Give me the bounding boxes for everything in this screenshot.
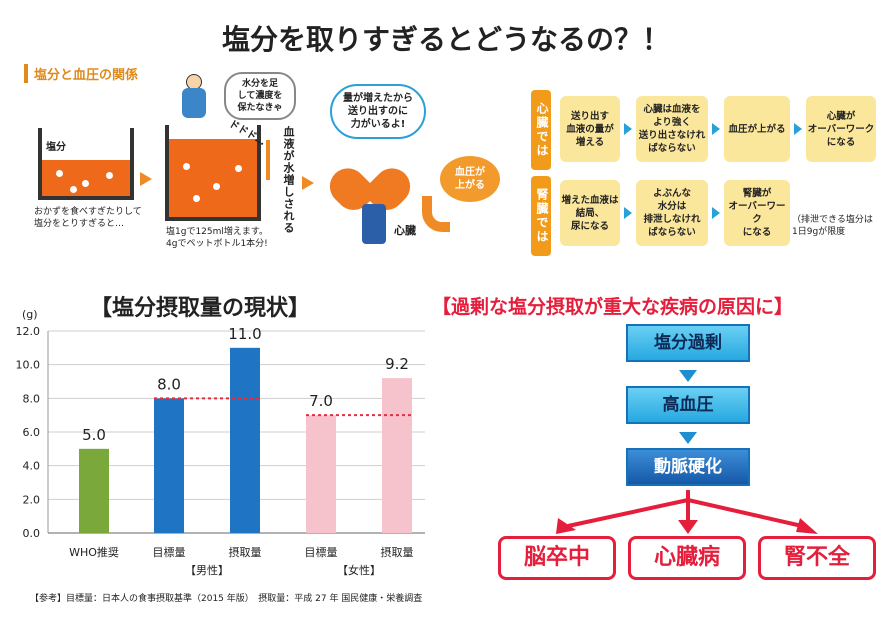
speech-bubble-heart: 量が増えたから 送り出すのに 力がいるよ! [330, 84, 426, 139]
water-fill [42, 160, 130, 196]
section-label: 塩分と血圧の関係 [24, 64, 138, 83]
y-tick-label: 6.0 [23, 426, 41, 439]
flow-step: 増えた血液は 結局、 尿になる [560, 180, 620, 246]
level-rise-icon [266, 140, 270, 180]
disease-stroke: 脳卒中 [498, 536, 616, 580]
bar-value-label: 9.2 [385, 355, 409, 373]
bar-value-label: 5.0 [82, 426, 106, 444]
bar-value-label: 8.0 [157, 375, 181, 393]
arrow-down-icon [679, 432, 697, 444]
causes-title: 【過剰な塩分摂取が重大な疾病の原因に】 [432, 296, 794, 318]
y-tick-label: 8.0 [23, 392, 41, 405]
salt-dot [235, 165, 242, 172]
salt-dot [82, 180, 89, 187]
salt-dot [56, 170, 63, 177]
arrow-down-icon [679, 370, 697, 382]
bar [154, 398, 184, 533]
flow-step: 心臓が オーバーワーク になる [806, 96, 876, 162]
bar [306, 415, 336, 533]
salt-label: 塩分 [46, 142, 66, 153]
salt-dot [106, 172, 113, 179]
footnote: 【参考】目標量：日本人の食事摂取基準（2015 年版） 摂取量：平成 27 年 … [30, 594, 423, 604]
bar-value-label: 7.0 [309, 392, 333, 410]
blood-diluted-text: 血液が水増しされる [282, 126, 295, 234]
x-tick-label: WHO推奨 [69, 545, 119, 559]
salt-dot [213, 183, 220, 190]
flow-step: よぶんな 水分は 排泄しなけれ ばならない [636, 180, 708, 246]
branch-arrows-icon [556, 490, 818, 534]
salt-dot [70, 186, 77, 193]
group-label-male: 【男性】 [185, 563, 229, 577]
bar-value-label: 11.0 [228, 325, 261, 343]
salt-tank-after [165, 125, 261, 221]
tank1-caption: おかずを食べすぎたりして 塩分をとりすぎると… [34, 207, 142, 229]
flow-step: 送り出す 血液の量が 増える [560, 96, 620, 162]
x-tick-label: 摂取量 [229, 545, 262, 559]
cause-hypertension: 高血圧 [626, 386, 750, 424]
x-tick-label: 摂取量 [381, 545, 414, 559]
flow-arrow-icon [794, 123, 802, 135]
disease-kidney: 腎不全 [758, 536, 876, 580]
bar [382, 378, 412, 533]
flow-side-kidney: 腎臓では [531, 176, 551, 256]
salt-dot [183, 163, 190, 170]
person-pouring-icon [178, 74, 208, 122]
cause-salt-excess: 塩分過剰 [626, 324, 750, 362]
chart-title: 【塩分摂取量の現状】 [90, 296, 311, 321]
arrow-right-icon [302, 176, 314, 190]
flow-step: 心臓は血液を より強く 送り出さなけれ ばならない [636, 96, 708, 162]
group-label-female: 【女性】 [337, 563, 381, 577]
bp-up-badge: 血圧が 上がる [440, 156, 500, 202]
heart-character-icon [322, 148, 418, 218]
cause-arteriosclerosis: 動脈硬化 [626, 448, 750, 486]
salt-intake-chart: (g) 0.0 2.0 4.0 6.0 8.0 10.0 12.0 5.0 WHO推奨 8.0 目標量… [16, 308, 425, 577]
water-fill [169, 139, 257, 217]
tank2-caption: 塩1gで125ml増えます。 4gでペットボトル1本分! [166, 227, 268, 249]
x-tick-label: 目標量 [153, 545, 186, 559]
salt-tank-before [38, 128, 134, 200]
salt-dot [193, 195, 200, 202]
y-axis-unit: (g) [22, 308, 38, 321]
flow-step: 腎臓が オーバーワーク になる [724, 180, 790, 246]
flow-step: 血圧が上がる [724, 96, 790, 162]
flow-note: （排泄できる塩分は 1日9gが限度 [792, 215, 873, 237]
y-tick-label: 4.0 [23, 460, 41, 473]
flow-side-heart: 心臓では [531, 90, 551, 170]
speech-bubble-water: 水分を足 して濃度を 保たなきゃ [224, 72, 296, 120]
arrow-right-icon [140, 172, 152, 186]
y-tick-label: 0.0 [23, 527, 41, 540]
flow-arrow-icon [624, 207, 632, 219]
flow-arrow-icon [624, 123, 632, 135]
y-tick-label: 12.0 [16, 325, 41, 338]
disease-heart: 心臓病 [628, 536, 746, 580]
page-title: 塩分を取りすぎるとどうなるの？！ [221, 23, 670, 56]
y-tick-label: 10.0 [16, 359, 41, 372]
heart-label: 心臓 [394, 224, 416, 237]
y-tick-label: 2.0 [23, 493, 41, 506]
arrow-up-curve-icon [422, 196, 450, 232]
heart-body-icon [362, 204, 386, 244]
bar [79, 448, 109, 533]
flow-arrow-icon [712, 207, 720, 219]
flow-arrow-icon [712, 123, 720, 135]
bar [230, 347, 260, 533]
x-tick-label: 目標量 [305, 545, 338, 559]
